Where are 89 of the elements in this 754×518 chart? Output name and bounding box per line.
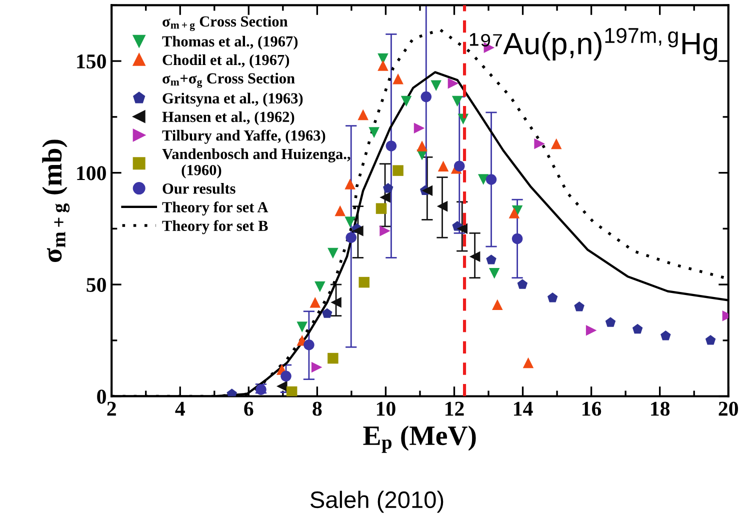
y-tick-label: 150 — [77, 54, 106, 68]
y-tick-label: 0 — [97, 390, 106, 404]
point — [386, 140, 397, 152]
point — [574, 302, 584, 312]
point — [280, 370, 292, 382]
x-tick-label: 6 — [244, 402, 254, 416]
legend-label: Chodil et al., (1967) — [162, 54, 290, 68]
point — [276, 380, 288, 392]
x-tick-label: 10 — [376, 402, 396, 416]
point — [392, 74, 404, 84]
point — [547, 292, 558, 302]
point — [420, 91, 432, 102]
legend-label: Tilbury and Yaffe, (1963) — [162, 130, 326, 144]
point — [304, 339, 314, 350]
point — [488, 268, 500, 279]
x-tick-label: 14 — [514, 402, 533, 416]
point — [632, 324, 643, 334]
annotation: σ$_{m}$+σ$_{g}$ Cross Section — [162, 72, 295, 88]
point — [486, 174, 497, 185]
point — [430, 80, 442, 92]
point — [586, 324, 597, 336]
x-tick-label: 20 — [718, 402, 738, 416]
point — [346, 232, 356, 243]
x-tick-label: 12 — [445, 402, 464, 416]
point — [392, 165, 404, 176]
annotation: σ$_{m+g}$ Cross Section — [162, 16, 288, 31]
point — [344, 216, 356, 228]
point — [368, 127, 380, 138]
point — [452, 96, 463, 107]
point — [508, 208, 520, 218]
point — [314, 281, 326, 292]
legend-label: Gritsyna et al., (1963) — [162, 92, 303, 107]
point — [328, 248, 338, 259]
x-tick-label: 16 — [582, 402, 602, 416]
y-tick-label: 50 — [86, 278, 106, 292]
x-axis-title: E$_{p}$ (MeV) — [363, 426, 476, 453]
legend-label: Vandenbosch and Huizenga., (1960) — [162, 148, 350, 178]
point — [296, 322, 308, 332]
x-tick-label: 2 — [107, 402, 116, 416]
point — [414, 122, 425, 134]
point — [436, 200, 448, 212]
legend-label: Theory for set B — [162, 220, 268, 234]
point — [286, 386, 298, 396]
y-tick-label: 100 — [77, 166, 106, 180]
point — [352, 226, 364, 236]
y-axis-title: σ$_{m+g}$ (mb) — [42, 140, 70, 262]
legend-label: Our results — [162, 183, 236, 194]
point — [512, 233, 523, 244]
point — [378, 60, 388, 71]
point — [534, 138, 545, 150]
point — [660, 330, 671, 340]
text: ¹⁹⁷Au(p,n)$^{197m,g}$Hg — [470, 28, 718, 61]
point — [492, 299, 503, 310]
point — [358, 109, 368, 120]
point — [358, 276, 370, 288]
point — [422, 185, 433, 196]
legend-label: Hansen et al., (1962) — [162, 111, 294, 126]
point — [448, 78, 459, 89]
point — [605, 317, 616, 327]
point — [322, 308, 332, 318]
point — [311, 362, 322, 373]
point — [328, 352, 338, 364]
x-tick-label: 4 — [175, 402, 185, 416]
point — [454, 160, 465, 172]
point — [380, 226, 390, 236]
point — [376, 203, 387, 214]
x-tick-label: 18 — [651, 402, 670, 416]
legend-label: Thomas et al., (1967) — [162, 36, 298, 50]
point — [334, 205, 346, 216]
point — [400, 96, 412, 107]
point — [330, 297, 342, 308]
point — [705, 335, 716, 345]
point — [380, 192, 390, 203]
legend-label: Theory for set A — [162, 201, 268, 216]
point — [226, 388, 237, 396]
point — [469, 251, 480, 262]
text: Saleh (2010) — [310, 490, 444, 513]
point — [310, 297, 321, 308]
point — [382, 183, 394, 193]
point — [486, 254, 496, 264]
point — [416, 140, 428, 152]
point — [438, 160, 449, 172]
point — [550, 138, 562, 150]
point — [478, 174, 489, 185]
point — [456, 223, 468, 234]
point — [517, 279, 528, 289]
point — [522, 357, 534, 368]
point — [344, 178, 356, 190]
x-tick-label: 8 — [312, 402, 322, 416]
